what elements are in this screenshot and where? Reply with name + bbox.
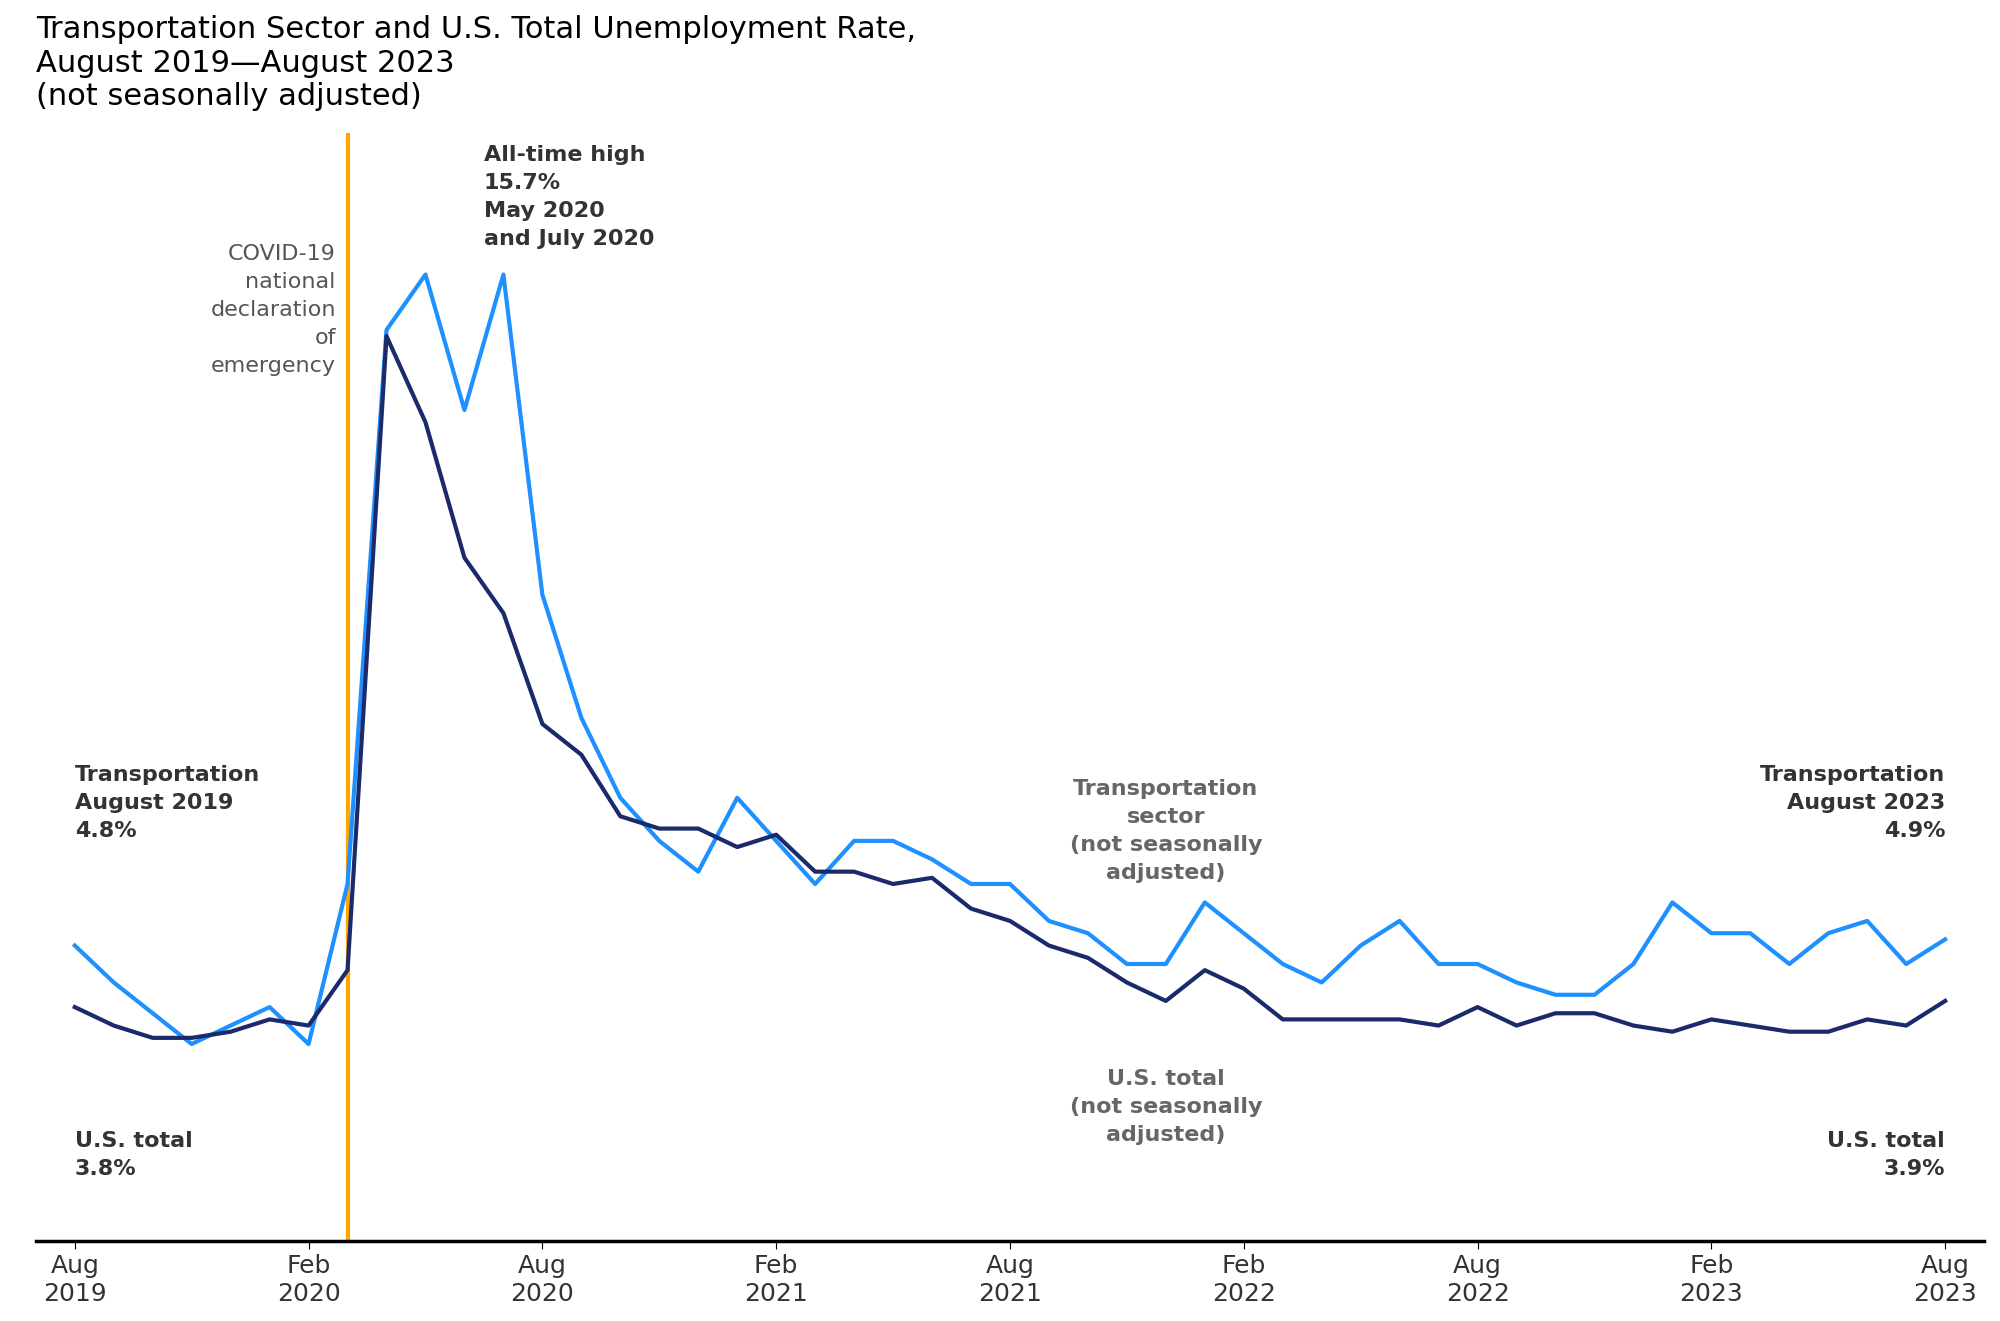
Text: Transportation
August 2023
4.9%: Transportation August 2023 4.9% [1760, 765, 1946, 841]
Text: Transportation
August 2019
4.8%: Transportation August 2019 4.8% [74, 765, 260, 841]
Text: U.S. total
3.9%: U.S. total 3.9% [1828, 1132, 1946, 1180]
Text: COVID-19
national
declaration
of
emergency: COVID-19 national declaration of emergen… [210, 244, 336, 375]
Text: Transportation
sector
(not seasonally
adjusted): Transportation sector (not seasonally ad… [1070, 779, 1262, 884]
Text: Transportation Sector and U.S. Total Unemployment Rate,
August 2019—August 2023
: Transportation Sector and U.S. Total Une… [36, 15, 916, 111]
Text: U.S. total
(not seasonally
adjusted): U.S. total (not seasonally adjusted) [1070, 1069, 1262, 1144]
Text: U.S. total
3.8%: U.S. total 3.8% [74, 1132, 192, 1180]
Text: All-time high
15.7%
May 2020
and July 2020: All-time high 15.7% May 2020 and July 20… [484, 145, 654, 250]
